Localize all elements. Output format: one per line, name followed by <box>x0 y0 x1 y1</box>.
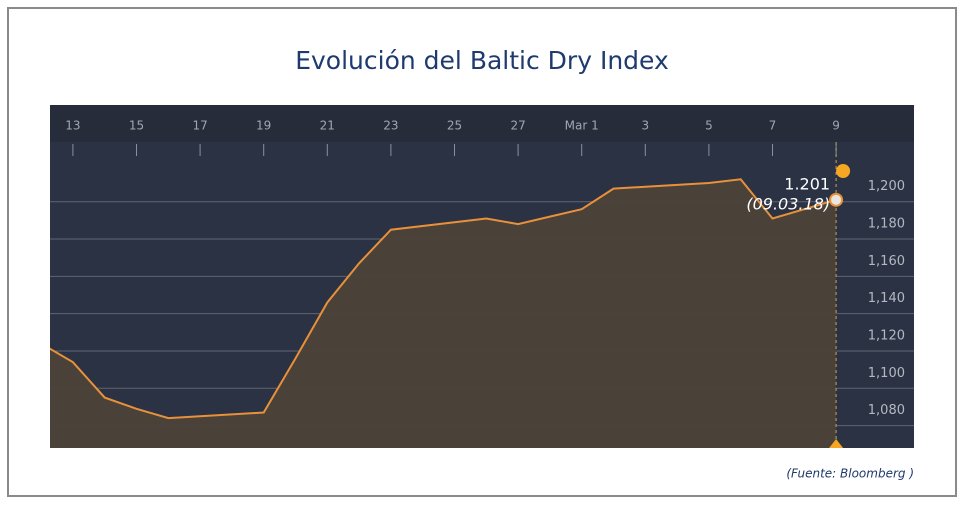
y-tick-label: 1,120 <box>868 328 905 343</box>
x-tick-label: 21 <box>320 119 335 133</box>
y-tick-label: 1,180 <box>868 217 905 232</box>
x-tick-label: 17 <box>192 119 207 133</box>
x-axis-band <box>50 105 914 142</box>
x-tick-label: 5 <box>705 119 713 133</box>
y-tick-label: 1,140 <box>868 291 905 306</box>
x-tick-label: 19 <box>256 119 271 133</box>
x-tick-label: 9 <box>832 119 840 133</box>
x-tick-label: 13 <box>65 119 80 133</box>
line <box>50 178 837 420</box>
x-tick-label: Mar 1 <box>565 119 599 133</box>
x-tick-label: 15 <box>129 119 144 133</box>
date-label: (09.03.18) <box>746 194 830 213</box>
source: (Fuente: Bloomberg ) <box>786 467 914 481</box>
chart-title: Evolución del Baltic Dry Index <box>295 46 669 75</box>
y-tick-label: 1,160 <box>868 254 905 269</box>
x-tick-label: 7 <box>769 119 777 133</box>
y-tick-label: 1,200 <box>868 179 905 194</box>
y-tick-label: 1,080 <box>868 403 905 418</box>
x-tick-label: 27 <box>510 119 525 133</box>
cursor-marker <box>829 439 844 448</box>
value-label: 1.201 <box>784 174 830 193</box>
x-tick-label: 3 <box>641 119 649 133</box>
x-tick-label: 23 <box>383 119 398 133</box>
point <box>829 192 844 207</box>
y-tick-label: 1,100 <box>868 366 905 381</box>
x-tick-label: 25 <box>447 119 462 133</box>
indicator-dot <box>836 164 851 178</box>
area <box>50 179 837 448</box>
